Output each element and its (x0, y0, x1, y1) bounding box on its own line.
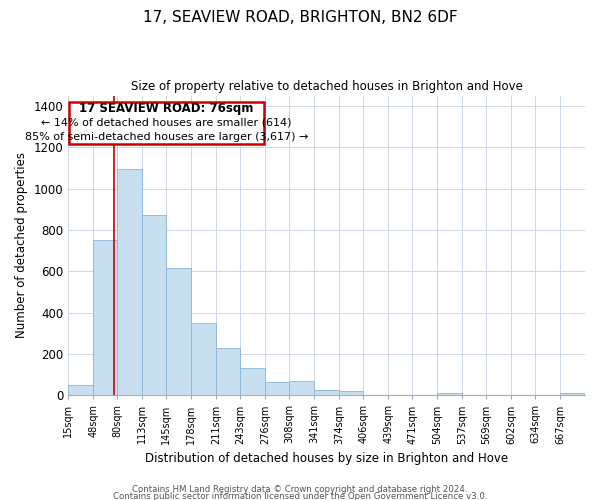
Text: Contains public sector information licensed under the Open Government Licence v3: Contains public sector information licen… (113, 492, 487, 500)
Bar (339, 391, 363, 396)
Bar (117, 169, 142, 396)
Text: 17, SEAVIEW ROAD, BRIGHTON, BN2 6DF: 17, SEAVIEW ROAD, BRIGHTON, BN2 6DF (143, 10, 457, 25)
Title: Size of property relative to detached houses in Brighton and Hove: Size of property relative to detached ho… (131, 80, 523, 93)
Bar (437, 393, 462, 396)
Bar (314, 390, 339, 396)
Bar (142, 216, 166, 396)
Bar (560, 393, 585, 396)
Bar (69, 102, 265, 144)
Text: 85% of semi-detached houses are larger (3,617) →: 85% of semi-detached houses are larger (… (25, 132, 308, 142)
Bar (216, 348, 240, 396)
Bar (240, 368, 265, 396)
Bar (289, 381, 314, 396)
Bar (93, 240, 117, 396)
Y-axis label: Number of detached properties: Number of detached properties (15, 152, 28, 338)
Text: ← 14% of detached houses are smaller (614): ← 14% of detached houses are smaller (61… (41, 118, 292, 128)
Bar (166, 268, 191, 396)
Bar (191, 324, 216, 396)
Bar (265, 382, 289, 396)
Bar (68, 385, 93, 396)
Text: 17 SEAVIEW ROAD: 76sqm: 17 SEAVIEW ROAD: 76sqm (79, 102, 254, 114)
X-axis label: Distribution of detached houses by size in Brighton and Hove: Distribution of detached houses by size … (145, 452, 508, 465)
Text: Contains HM Land Registry data © Crown copyright and database right 2024.: Contains HM Land Registry data © Crown c… (132, 484, 468, 494)
